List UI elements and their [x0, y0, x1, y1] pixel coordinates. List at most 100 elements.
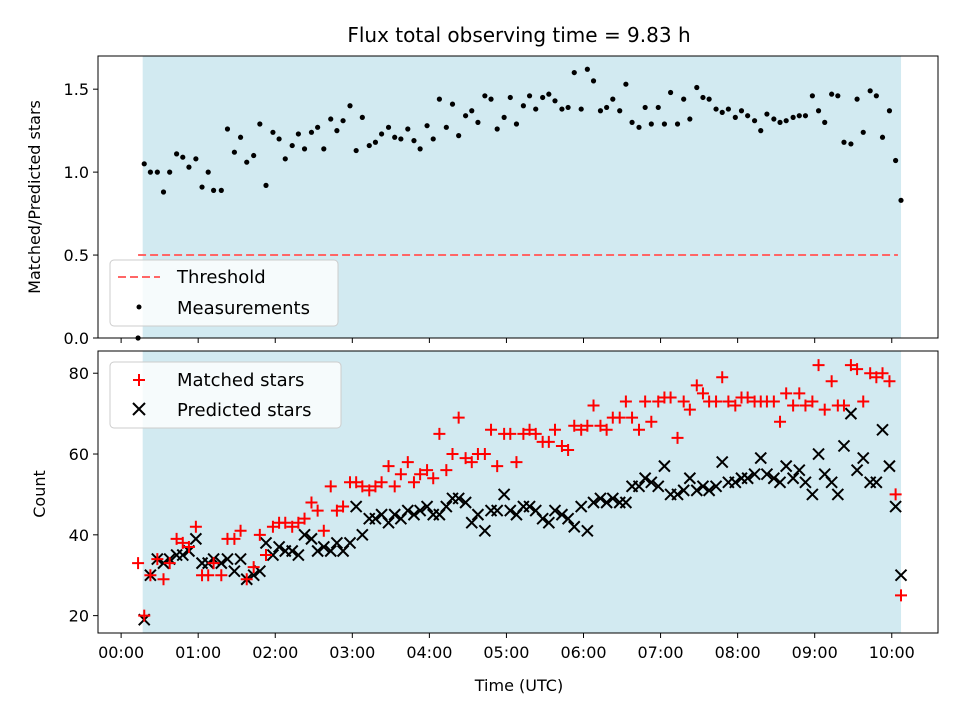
- predicted-star-point: [490, 504, 504, 517]
- matched-star-point: [207, 557, 220, 570]
- measurement-point: [571, 69, 577, 76]
- measurement-point: [469, 108, 475, 114]
- matched-star-point: [767, 395, 780, 408]
- predicted-star-point: [702, 484, 716, 497]
- predicted-star-point: [638, 472, 652, 485]
- predicted-star-point: [645, 476, 658, 489]
- matched-star-point: [427, 472, 440, 485]
- measurement-point: [199, 184, 205, 190]
- predicted-star-point: [382, 516, 395, 529]
- matched-star-point: [690, 379, 703, 392]
- matched-star-point: [683, 403, 696, 416]
- matched-star-point: [851, 363, 864, 376]
- predicted-star-point: [799, 476, 812, 489]
- top-plot-frame: [97, 55, 939, 339]
- predicted-star-point: [176, 548, 189, 562]
- matched-star-point: [548, 423, 561, 436]
- x-tick-label: 04:00: [406, 643, 452, 662]
- x-tick-label: 00:00: [98, 643, 144, 662]
- matched-star-point: [895, 589, 908, 602]
- matched-star-point: [812, 359, 825, 372]
- measurement-point: [430, 136, 436, 142]
- predicted-star-point: [536, 512, 549, 525]
- measurement-point: [520, 103, 526, 109]
- measurement-point: [758, 128, 764, 134]
- measurement-point: [815, 108, 822, 114]
- measurement-point: [315, 124, 321, 130]
- predicted-star-point: [574, 500, 588, 513]
- bottom-x-axis: 00:00 01:00 02:00 03:00 04:00 05:00 06:00 07:00…: [98, 633, 915, 662]
- threshold-legend-label: Threshold: [176, 267, 266, 288]
- matched-star-point: [799, 399, 812, 412]
- bottom-legend: Matched stars Predicted stars: [109, 361, 342, 429]
- predicted-star-point: [619, 496, 633, 509]
- measurement-point: [160, 189, 167, 195]
- predicted-star-point: [876, 423, 889, 436]
- measurement-point: [841, 139, 847, 145]
- predicted-star-point: [606, 492, 619, 505]
- predicted-star-point: [343, 536, 357, 550]
- measurement-point: [879, 134, 886, 140]
- predicted-star-point: [272, 540, 286, 554]
- matched-star-point: [491, 460, 504, 473]
- measurement-point: [231, 149, 238, 155]
- predicted-star-point: [690, 484, 703, 497]
- matched-star-point: [510, 456, 523, 469]
- measurement-point: [854, 96, 860, 102]
- measurement-point: [501, 114, 507, 120]
- measurement-point: [783, 118, 789, 124]
- matched-star-point: [594, 419, 607, 432]
- matched-star-point: [837, 399, 850, 412]
- measurement-point: [482, 93, 488, 99]
- matched-star-point: [529, 427, 542, 440]
- matched-star-point: [253, 528, 266, 541]
- measurement-point: [610, 96, 616, 102]
- measurement-point: [244, 159, 250, 165]
- measurement-point: [700, 94, 706, 101]
- predicted-star-point: [317, 540, 331, 554]
- matched-star-point: [587, 399, 600, 412]
- matched-star-point: [305, 496, 318, 509]
- measurement-point: [848, 141, 854, 147]
- measurement-point: [449, 101, 456, 107]
- matched-star-point: [722, 395, 735, 408]
- matched-star-point: [876, 367, 889, 380]
- bottom-legend-box: [109, 361, 342, 429]
- matched-star-point: [632, 423, 645, 436]
- matched-star-point: [787, 399, 800, 412]
- matched-star-point: [562, 443, 575, 456]
- measurement-point: [392, 134, 398, 140]
- measurement-point: [147, 169, 154, 175]
- measurement-point: [154, 169, 160, 175]
- matched-star-point: [818, 403, 831, 416]
- matched-star-point: [176, 536, 189, 549]
- predicted-star-point: [709, 480, 723, 493]
- predicted-star-point: [259, 536, 273, 550]
- matched-star-point: [157, 573, 170, 586]
- predicted-star-point: [683, 472, 697, 485]
- predicted-star-point: [594, 492, 607, 505]
- matched-star-point: [234, 524, 247, 537]
- predicted-star-point: [555, 508, 569, 521]
- measurement-point: [771, 116, 777, 122]
- measurement-point: [604, 104, 610, 111]
- matched-star-point: [401, 456, 414, 469]
- predicted-star-point: [330, 536, 344, 550]
- predicted-star-point: [806, 488, 819, 501]
- predicted-star-point: [298, 528, 311, 542]
- chart-title: Flux total observing time = 9.83 h: [347, 23, 690, 47]
- top-y-axis-label: Matched/Predicted stars: [25, 100, 44, 294]
- predicted-star-point: [407, 508, 421, 521]
- matched-star-point: [825, 375, 838, 388]
- matched-star-point: [465, 456, 478, 469]
- x-axis-label: Time (UTC): [474, 676, 563, 695]
- predicted-star-point: [452, 492, 465, 505]
- predicted-star-point: [369, 512, 382, 525]
- measurement-point: [533, 106, 539, 112]
- matched-star-point: [741, 391, 754, 404]
- matched-star-point: [388, 480, 401, 493]
- measurement-point: [667, 89, 674, 96]
- measurement-point: [860, 129, 866, 135]
- y-tick-label: 40: [69, 526, 89, 545]
- matched-star-point: [671, 431, 684, 444]
